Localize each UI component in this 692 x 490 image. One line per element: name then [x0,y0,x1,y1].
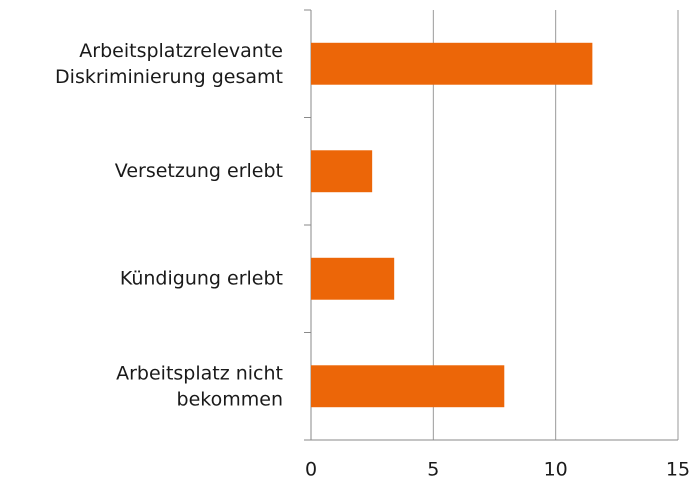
y-tick-label: Kündigung erlebt [120,267,283,289]
x-tick-label: 15 [666,459,690,481]
bar [311,42,593,85]
x-tick-label: 10 [544,459,568,481]
x-tick-label: 0 [305,459,317,481]
y-tick-label: Versetzung erlebt [115,160,283,182]
x-tick-label: 5 [427,459,439,481]
bar [311,365,505,408]
bar [311,150,373,193]
bar [311,257,395,300]
y-tick-label: Arbeitsplatz nicht bekommen [116,362,283,410]
y-tick-label: Arbeitsplatzrelevante Diskriminierung ges… [55,39,283,87]
